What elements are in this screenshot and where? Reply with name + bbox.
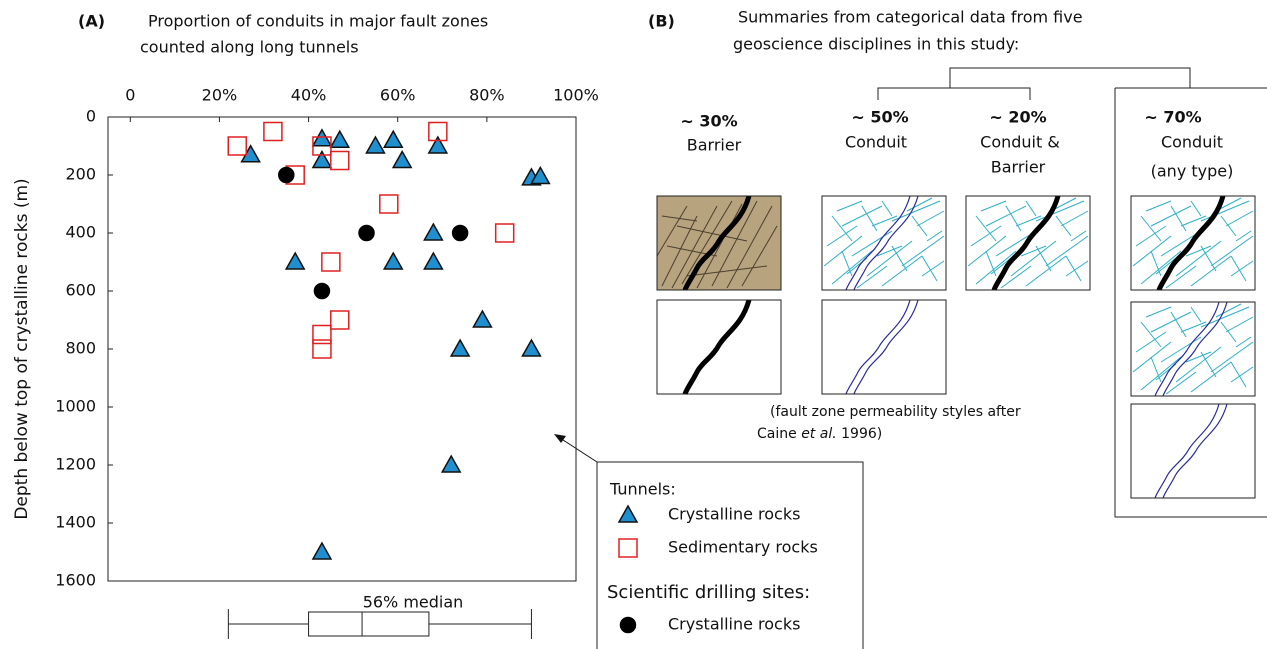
y-tick-label: 200 [65,165,96,184]
any-conduit-diagram [1130,301,1256,397]
conduit-barrier-diagram [965,196,1091,290]
data-point [449,338,471,357]
y-tick-label: 1000 [55,397,96,416]
data-point [530,165,551,185]
data-point [379,194,399,214]
data-point [440,454,462,473]
data-point [330,310,350,330]
citation-year: 1996) [841,426,882,442]
panel-title: Summaries from categorical data from fiv… [738,8,1083,27]
data-point [451,224,469,242]
boxplot-label: 56% median [363,593,464,612]
legend-marker [617,504,639,523]
y-tick-label: 1200 [55,455,96,474]
panel-label: (A) [78,12,105,31]
data-point [263,121,283,142]
data-point [365,135,386,154]
data-point [382,251,404,270]
y-tick-label: 1400 [55,513,96,532]
data-point [311,149,333,169]
x-tick-label: 60% [380,86,416,105]
panel-title: geoscience disciplines in this study: [733,35,1019,54]
plot-frame [107,116,577,582]
data-point [313,282,331,300]
data-point [423,251,444,270]
data-point [428,121,448,142]
legend-title: Scientific drilling sites: [607,582,810,603]
column-percent: ~ 20% [989,108,1046,127]
box [308,611,430,637]
data-point [329,129,351,148]
data-point [427,135,449,154]
conduit-core [821,299,947,395]
x-tick-label: 0 [125,86,135,105]
citation: (fault zone permeability styles after [770,404,1021,420]
x-tick-label: 100% [553,86,599,105]
any-conduit-diagram [1130,196,1256,290]
data-point [312,324,332,345]
column-percent: ~ 50% [851,108,908,127]
data-point [423,222,444,241]
panel-label: (B) [648,12,675,31]
column-label: Barrier [991,158,1046,177]
y-tick-label: 600 [65,281,96,300]
y-tick-label: 0 [86,107,96,126]
data-point [382,129,404,148]
barrier-diagram [656,195,782,291]
column-percent: ~ 30% [680,112,737,131]
data-point [494,223,515,243]
citation: Caine et al. 1996) [757,426,882,442]
chart-title: Proportion of conduits in major fault zo… [148,12,488,31]
column-label: (any type) [1151,162,1234,181]
data-point [358,224,375,242]
data-point [391,149,413,169]
data-point [284,251,306,270]
y-tick-label: 800 [65,339,96,358]
x-tick-label: 40% [291,86,327,105]
arrow-head [554,434,566,443]
y-tick-label: 1600 [55,571,96,590]
data-point [472,309,493,328]
column-label: Conduit [1161,133,1223,152]
x-tick-label: 20% [202,86,238,105]
bracket [877,67,1267,518]
legend-marker [618,538,638,558]
column-label: Conduit & [980,133,1060,152]
barrier-core [656,300,782,394]
column-label: Barrier [687,136,742,155]
chart-title: counted along long tunnels [140,38,359,57]
x-tick-label: 80% [469,86,505,105]
conduit-diagram [821,195,947,291]
legend-title: Tunnels: [609,480,676,499]
arrow [559,437,598,463]
citation-etal: et al. [801,426,836,442]
legend-label: Sedimentary rocks [668,538,818,557]
column-label: Conduit [845,133,907,152]
y-axis-label: Depth below top of crystalline rocks (m) [12,178,32,519]
legend-label: Crystalline rocks [668,615,800,634]
data-point [521,338,542,357]
data-point [311,541,333,560]
legend-marker [619,616,637,634]
y-tick-label: 400 [65,223,96,242]
citation-author: Caine [757,426,797,442]
column-percent: ~ 70% [1144,108,1201,127]
any-conduit-diagram [1130,403,1256,499]
data-point [312,136,332,156]
data-point [330,150,350,171]
data-point [321,252,341,272]
legend-frame [596,461,864,649]
legend-label: Crystalline rocks [668,505,800,524]
data-point [278,166,295,184]
data-point [312,339,332,359]
data-point [240,144,261,163]
data-point [227,136,248,156]
